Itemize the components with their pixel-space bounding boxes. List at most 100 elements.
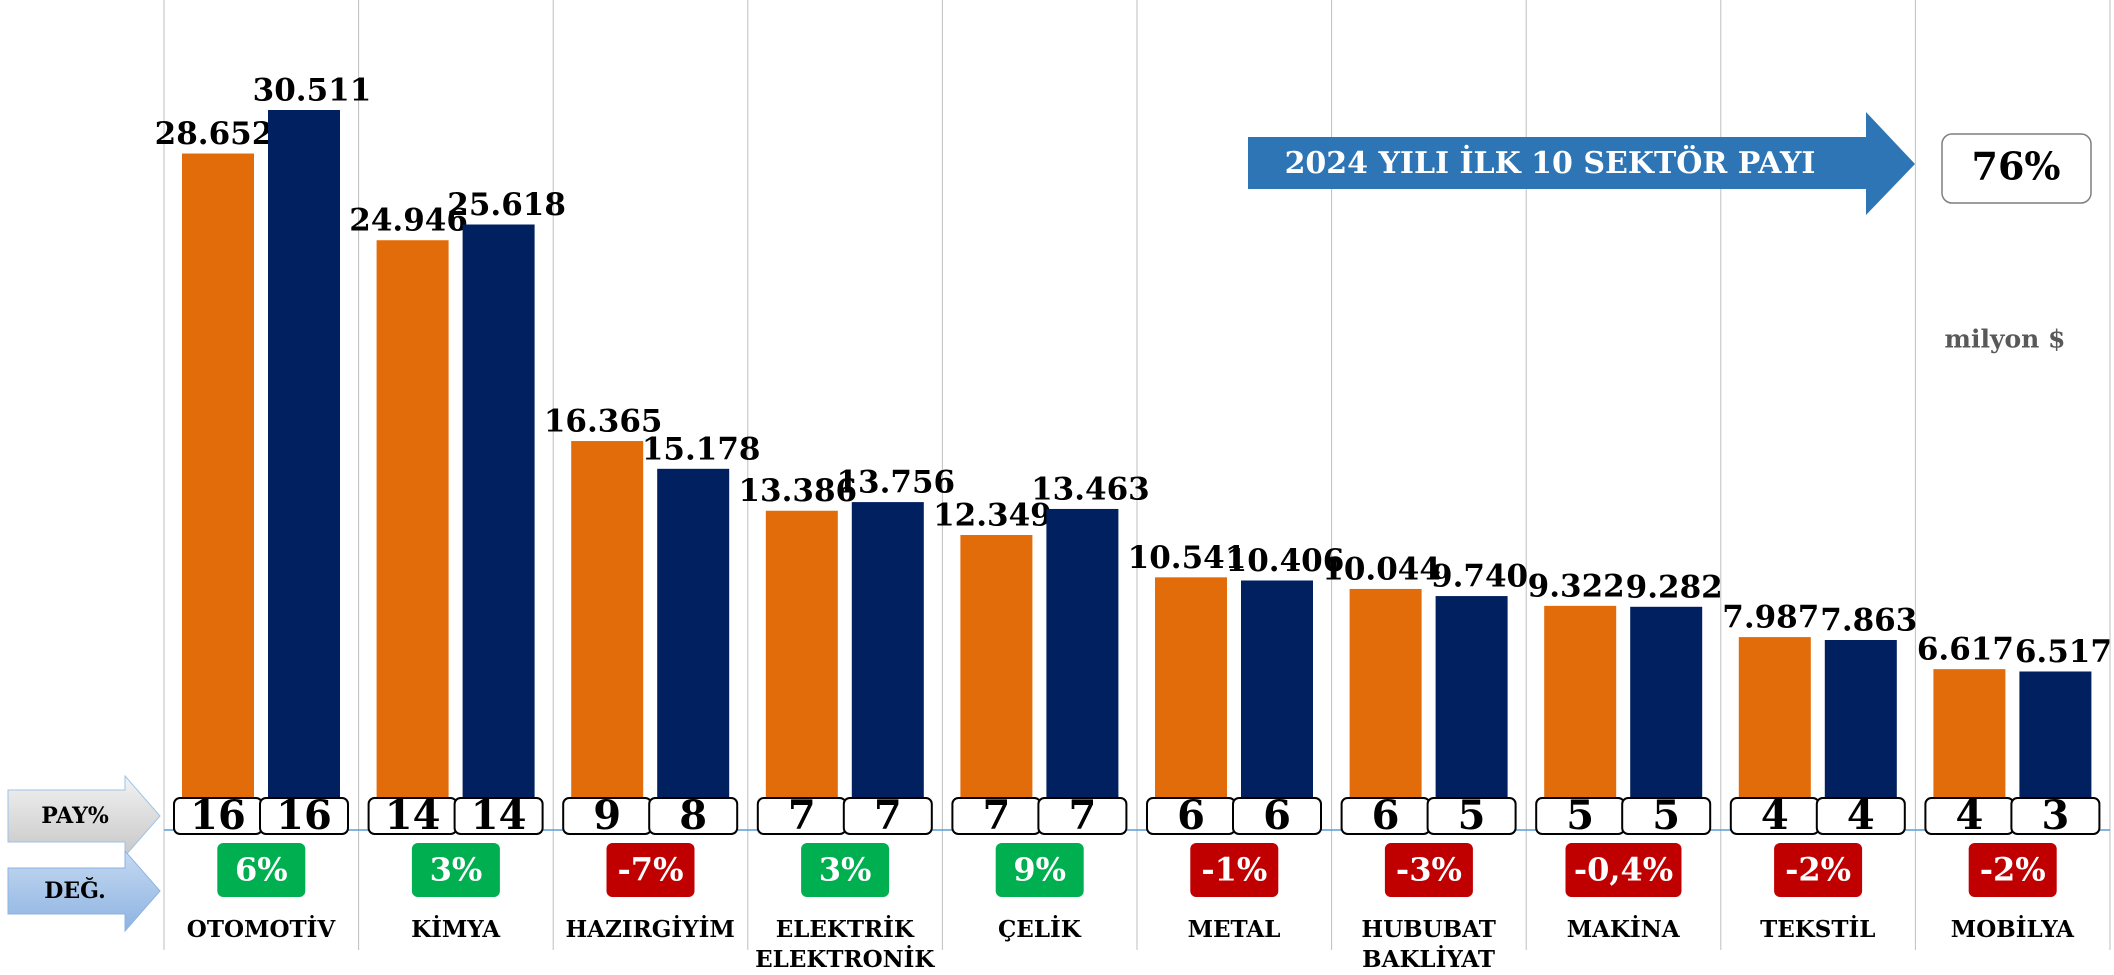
bar xyxy=(462,224,535,824)
value-label: 15.178 xyxy=(642,431,761,467)
share-value: 14 xyxy=(471,792,527,839)
value-label: 6.517 xyxy=(2015,634,2112,670)
change-badge xyxy=(801,843,890,897)
value-label: 30.511 xyxy=(253,73,372,109)
share-box xyxy=(453,797,544,835)
change-badge xyxy=(1774,843,1863,897)
share-box xyxy=(842,797,933,835)
share-value: 3 xyxy=(2041,792,2069,839)
share-value: 5 xyxy=(1652,792,1680,839)
share-box xyxy=(1037,797,1128,835)
bar xyxy=(376,240,449,825)
share-value: 16 xyxy=(276,792,332,839)
category-label: HAZIRGİYİM xyxy=(565,916,735,943)
change-label: DEĞ. xyxy=(44,877,106,904)
total-share: 76% xyxy=(1972,144,2061,189)
category-label: OTOMOTİV xyxy=(186,916,336,943)
change-value: 9% xyxy=(1013,851,1066,889)
annotation-arrow xyxy=(1248,112,1915,215)
annotation: 2024 YILI İLK 10 SEKTÖR PAYI xyxy=(1285,144,1816,181)
unit-label: milyon $ xyxy=(1945,325,2066,354)
change-badge xyxy=(217,843,306,897)
change-badge xyxy=(1968,843,2057,897)
category-label: METAL xyxy=(1187,916,1281,943)
bar xyxy=(1349,588,1422,824)
share-value: 7 xyxy=(982,792,1010,839)
value-label: 12.349 xyxy=(933,498,1052,534)
share-box xyxy=(259,797,349,835)
bar xyxy=(1435,596,1508,824)
bar xyxy=(1630,606,1703,824)
change-value: -3% xyxy=(1396,851,1462,889)
total-share-box xyxy=(1941,133,2092,204)
bar xyxy=(960,535,1033,824)
share-box xyxy=(1232,797,1322,835)
change-badge xyxy=(411,843,500,897)
change-value: -0,4% xyxy=(1574,851,1673,889)
share-value: 7 xyxy=(788,792,816,839)
bar xyxy=(1241,580,1313,824)
share-value: 9 xyxy=(593,792,621,839)
value-label: 9.322 xyxy=(1528,568,1625,604)
value-label: 7.987 xyxy=(1722,600,1819,636)
share-value: 14 xyxy=(385,792,441,839)
value-label: 24.946 xyxy=(349,203,468,239)
share-value: 4 xyxy=(1761,792,1789,839)
bar xyxy=(1544,605,1617,824)
value-label: 13.386 xyxy=(738,473,857,509)
value-label: 25.618 xyxy=(447,187,566,223)
bar xyxy=(1738,637,1811,824)
bar xyxy=(1824,639,1897,824)
value-label: 9.740 xyxy=(1431,559,1528,595)
value-label: 10.044 xyxy=(1322,551,1441,587)
change-badge xyxy=(1565,843,1682,897)
change-value: 6% xyxy=(235,851,288,889)
change-value: -2% xyxy=(1785,851,1851,889)
category-label: ELEKTRİK ELEKTRONİK xyxy=(755,916,935,973)
value-label: 13.756 xyxy=(836,465,955,501)
bar xyxy=(1155,577,1227,824)
change-arrow xyxy=(7,849,161,933)
change-value: 3% xyxy=(430,851,483,889)
value-label: 9.282 xyxy=(1626,569,1723,605)
bar xyxy=(1046,508,1119,824)
share-value: 16 xyxy=(190,792,246,839)
share-value: 6 xyxy=(1372,792,1400,839)
value-label: 6.617 xyxy=(1917,632,2014,668)
share-box xyxy=(648,797,739,835)
share-value: 7 xyxy=(1068,792,1096,839)
value-label: 28.652 xyxy=(155,116,274,152)
category-label: TEKSTİL xyxy=(1760,916,1876,943)
bar xyxy=(851,502,924,824)
value-label: 13.463 xyxy=(1031,471,1150,507)
category-label: MOBİLYA xyxy=(1950,916,2074,943)
change-badge xyxy=(1384,843,1473,897)
share-box xyxy=(2010,797,2101,835)
share-arrow xyxy=(7,774,161,858)
share-value: 4 xyxy=(1955,792,1983,839)
bar xyxy=(657,468,730,824)
share-value: 5 xyxy=(1458,792,1486,839)
category-label: MAKİNA xyxy=(1566,916,1680,943)
share-value: 5 xyxy=(1566,792,1594,839)
share-box xyxy=(1621,797,1712,835)
value-label: 7.863 xyxy=(1820,602,1917,638)
share-box xyxy=(1815,797,1906,835)
change-value: -1% xyxy=(1201,851,1267,889)
share-value: 8 xyxy=(679,792,707,839)
change-value: 3% xyxy=(819,851,872,889)
share-value: 4 xyxy=(1847,792,1875,839)
share-box xyxy=(1426,797,1517,835)
bar xyxy=(182,153,254,825)
value-label: 10.541 xyxy=(1128,540,1247,576)
bar xyxy=(268,110,340,824)
change-value: -7% xyxy=(618,851,684,889)
change-badge xyxy=(995,843,1084,897)
value-label: 16.365 xyxy=(544,404,663,440)
category-label: HUBUBAT BAKLİYAT xyxy=(1361,916,1496,973)
share-label: PAY% xyxy=(41,803,109,829)
share-value: 6 xyxy=(1263,792,1291,839)
change-badge xyxy=(1190,843,1279,897)
share-value: 7 xyxy=(874,792,902,839)
